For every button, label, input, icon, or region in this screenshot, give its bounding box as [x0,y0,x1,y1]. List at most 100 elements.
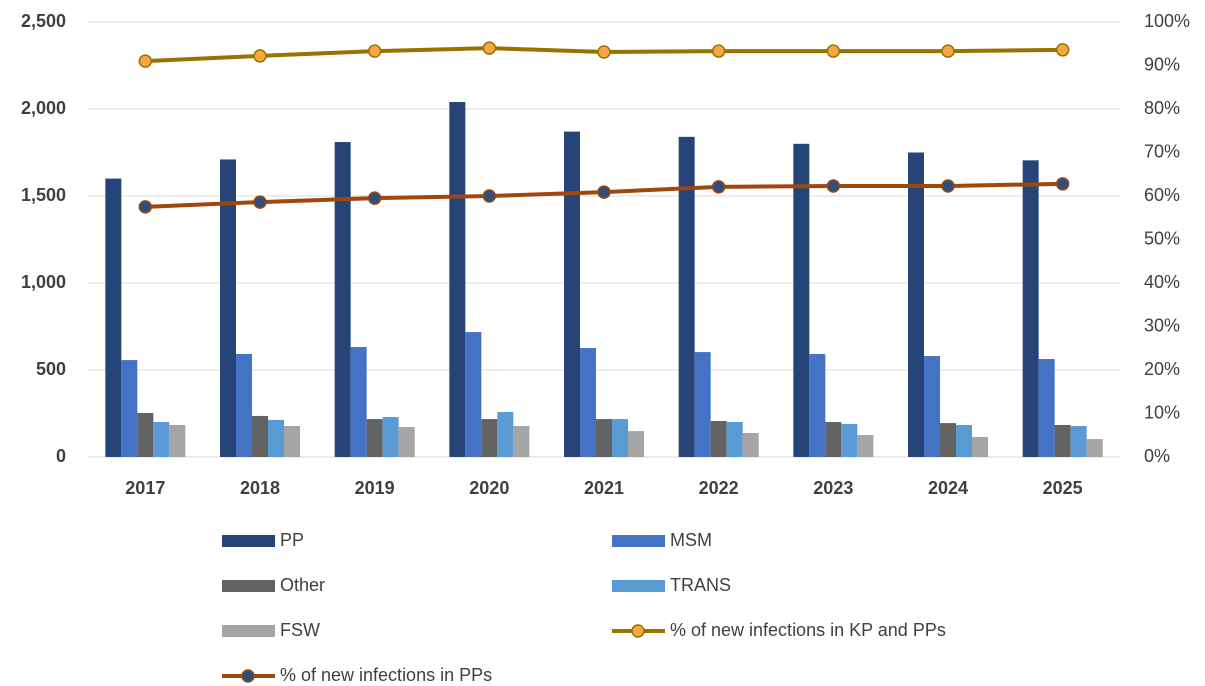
bar [694,352,711,457]
legend-swatch [222,580,275,592]
line-marker [597,45,611,59]
legend-swatch [612,535,665,547]
line-marker [826,44,841,58]
bar [382,416,399,457]
bar [121,360,138,457]
y2-tick-label: 10% [1144,402,1180,422]
legend-label: % of new infections in PPs [280,665,492,685]
bar [857,435,874,457]
bar [268,419,284,457]
y-tick-label: 500 [36,359,66,379]
x-tick-label: 2024 [928,478,968,498]
bar [481,419,498,457]
y2-tick-label: 80% [1144,98,1180,118]
bar [726,422,743,457]
bar [1086,439,1103,457]
bar [449,102,466,457]
line-marker [711,180,726,194]
y-tick-label: 1,000 [21,272,66,292]
bar [350,347,367,457]
bar [710,420,727,457]
line-marker [711,44,726,58]
line-marker [597,185,611,199]
y2-tick-label: 50% [1144,228,1180,248]
x-tick-label: 2025 [1043,478,1083,498]
bar [940,423,956,457]
bar [284,426,300,457]
bar [153,422,170,457]
legend-swatch [612,580,665,592]
y2-tick-label: 90% [1144,54,1180,74]
x-tick-label: 2017 [125,478,165,498]
legend-label: % of new infections in KP and PPs [670,620,946,640]
line-marker [138,200,153,214]
legend-label: MSM [670,530,712,550]
bar [497,411,514,457]
bar [169,424,186,457]
bar [252,415,268,457]
y2-tick-label: 0% [1144,446,1170,466]
legend-marker [631,624,645,638]
bar [908,152,924,457]
bar [1022,160,1039,457]
line-marker [1055,177,1070,191]
legend-label: PP [280,530,304,550]
line-marker [367,44,382,58]
x-tick-label: 2018 [240,478,280,498]
bar [137,412,154,457]
y-tick-label: 2,000 [21,98,66,118]
bar [924,356,940,457]
bar [809,353,826,457]
bar [398,427,415,457]
line-marker [941,179,955,193]
line-marker [826,179,841,193]
legend-swatch [222,625,275,637]
x-tick-label: 2022 [699,478,739,498]
legend-swatch [222,535,275,547]
y2-tick-label: 100% [1144,11,1190,31]
bar [596,419,612,457]
bar [742,432,759,457]
line-marker [138,54,153,68]
legend-label: FSW [280,620,320,640]
y2-tick-label: 20% [1144,359,1180,379]
bar [678,136,695,457]
line-marker [253,49,267,63]
bar [564,131,580,457]
legend-label: Other [280,575,325,595]
y2-tick-label: 70% [1144,141,1180,161]
x-tick-label: 2021 [584,478,624,498]
bar [465,332,482,457]
bar [366,419,383,457]
bar [1070,426,1087,457]
line-marker [367,191,382,205]
bar [972,436,988,457]
y-tick-label: 2,500 [21,11,66,31]
line-marker [1055,43,1070,57]
x-tick-label: 2020 [469,478,509,498]
bar [628,431,644,457]
line-marker [482,189,497,203]
y-tick-label: 0 [56,446,66,466]
x-tick-label: 2019 [355,478,395,498]
y-tick-label: 1,500 [21,185,66,205]
line-marker [482,41,497,55]
bar [1054,424,1071,457]
legend-label: TRANS [670,575,731,595]
y2-tick-label: 60% [1144,185,1180,205]
x-tick-label: 2023 [813,478,853,498]
bar [793,143,810,458]
bar [841,423,858,457]
bar [220,159,236,457]
bar [236,353,252,457]
line-marker [253,195,267,209]
bar [1038,359,1055,457]
bar [334,142,351,457]
bar [513,426,530,457]
bar [956,424,972,457]
y2-tick-label: 40% [1144,272,1180,292]
bar [612,419,628,457]
line-marker [941,44,955,58]
legend-marker [241,669,255,683]
